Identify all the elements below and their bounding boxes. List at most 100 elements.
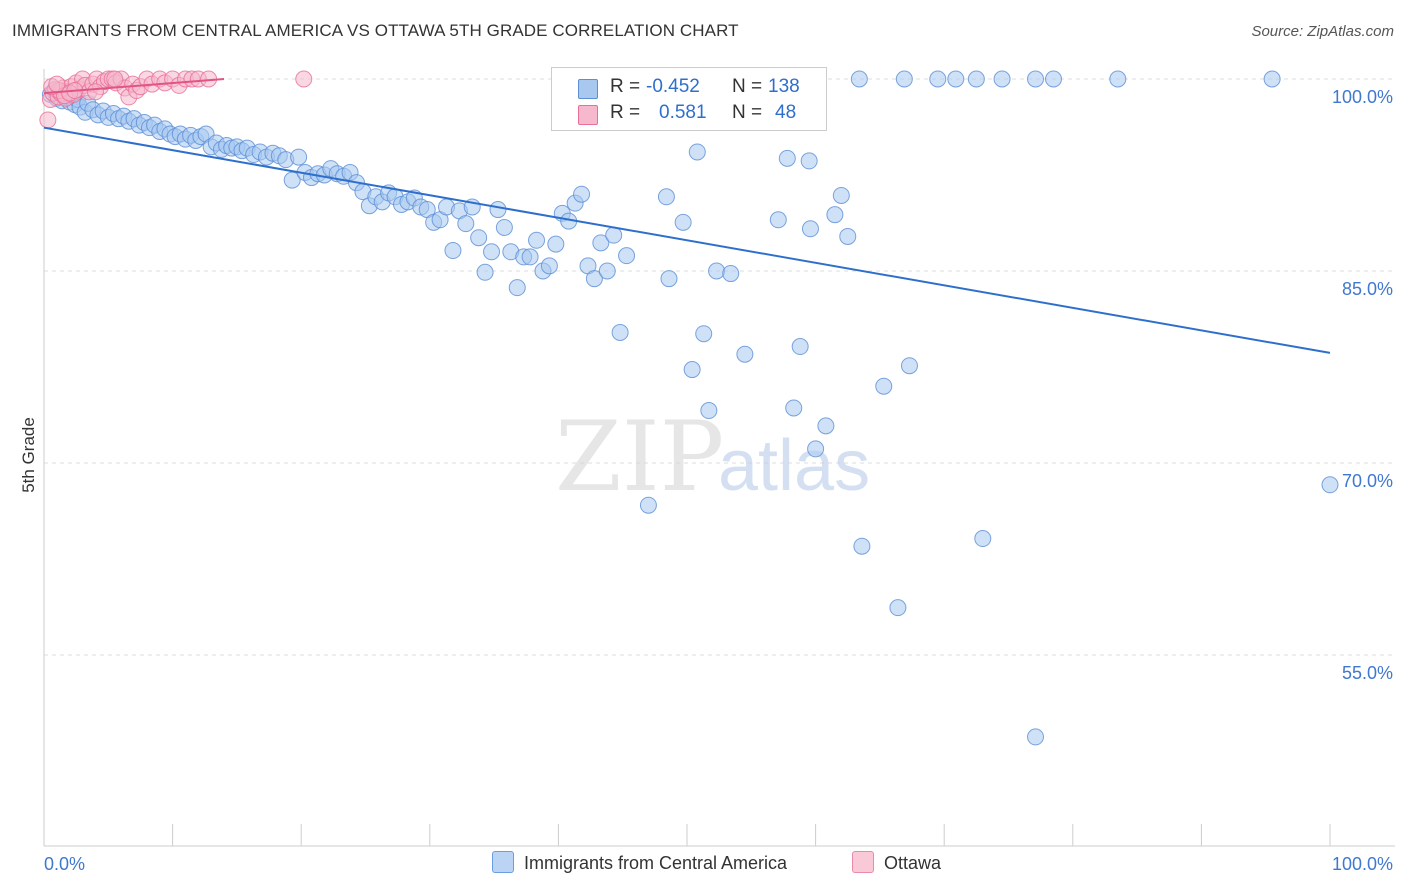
x-tick-label: 0.0% [44, 854, 85, 874]
data-point [947, 70, 965, 88]
data-point [660, 270, 678, 288]
data-point [618, 247, 636, 265]
correlation-legend: R = -0.452 N = 138 R = 0.581 N = 48 [551, 67, 827, 131]
data-point [769, 211, 787, 229]
data-point [585, 270, 603, 288]
data-point [295, 70, 313, 88]
data-point [839, 227, 857, 245]
legend-n-value: 48 [775, 102, 797, 123]
trend-line [43, 126, 1331, 354]
data-point [929, 70, 947, 88]
data-point [657, 188, 675, 206]
data-point [489, 201, 507, 219]
data-point [875, 377, 893, 395]
source-credit: Source: ZipAtlas.com [1251, 23, 1394, 40]
data-point [722, 265, 740, 283]
data-point [476, 263, 494, 281]
data-point [1321, 476, 1339, 494]
watermark: ZIP atlas [555, 401, 870, 513]
data-point [826, 206, 844, 224]
bottom-legend-label-central-america: Immigrants from Central America [524, 853, 788, 873]
data-point [1027, 728, 1045, 746]
data-point [993, 70, 1011, 88]
data-point [895, 70, 913, 88]
x-tick-label: 100.0% [1332, 854, 1393, 874]
data-point [700, 402, 718, 420]
legend-swatch-central-america [578, 79, 598, 99]
data-point [832, 186, 850, 204]
data-point [573, 185, 591, 203]
data-point [106, 70, 124, 88]
data-point [508, 279, 526, 297]
data-point [290, 148, 308, 166]
data-point [86, 83, 104, 101]
data-point [521, 248, 539, 266]
data-point [470, 229, 488, 247]
watermark-zip: ZIP [555, 401, 724, 513]
data-point [605, 226, 623, 244]
data-point [540, 257, 558, 275]
data-point [778, 149, 796, 167]
bottom-legend-swatch-central-america [492, 851, 514, 873]
data-point [853, 537, 871, 555]
data-point [807, 440, 825, 458]
chart-title: IMMIGRANTS FROM CENTRAL AMERICA VS OTTAW… [12, 21, 739, 40]
gridlines [44, 78, 1395, 656]
data-point [785, 399, 803, 417]
y-tick-labels: 100.0% 85.0% 70.0% 55.0% [1332, 87, 1393, 683]
y-tick-label: 55.0% [1342, 663, 1393, 683]
data-point [900, 357, 918, 375]
data-point [817, 417, 835, 435]
y-tick-label: 85.0% [1342, 279, 1393, 299]
data-point [850, 70, 868, 88]
data-point [48, 75, 66, 93]
legend-r-value: -0.452 [646, 76, 700, 97]
data-point [801, 220, 819, 238]
data-point [1109, 70, 1127, 88]
x-tick-labels: 0.0% 100.0% [44, 854, 1393, 874]
legend-n-value: 138 [768, 76, 800, 97]
data-point [736, 345, 754, 363]
data-point [708, 262, 726, 280]
data-point [791, 338, 809, 356]
legend-n-label: N = [732, 76, 763, 97]
data-point [967, 70, 985, 88]
data-point [39, 111, 57, 129]
data-point [974, 530, 992, 548]
data-point [547, 235, 565, 253]
data-point [1045, 70, 1063, 88]
bottom-legend-label-ottawa: Ottawa [884, 853, 942, 873]
data-point [1263, 70, 1281, 88]
series-ottawa-points [39, 70, 313, 129]
data-point [495, 218, 513, 236]
y-axis-label: 5th Grade [19, 417, 38, 493]
legend-r-label: R = [610, 76, 641, 97]
legend-r-label: R = [610, 102, 641, 123]
bottom-legend-ottawa: Ottawa [852, 851, 941, 874]
data-point [483, 243, 501, 261]
data-point [457, 215, 475, 233]
legend-r-value: 0.581 [659, 102, 707, 123]
bottom-legend-central-america: Immigrants from Central America [492, 851, 787, 874]
legend-swatch-ottawa [578, 105, 598, 125]
bottom-legend-swatch-ottawa [852, 851, 874, 873]
data-point [592, 234, 610, 252]
y-tick-label: 70.0% [1342, 471, 1393, 491]
legend-n-label: N = [732, 102, 763, 123]
watermark-atlas: atlas [718, 426, 870, 506]
trend-lines [43, 78, 1331, 354]
data-point [683, 361, 701, 379]
data-point [889, 599, 907, 617]
series-central-america-points [41, 70, 1339, 746]
data-point [674, 213, 692, 231]
data-point [1027, 70, 1045, 88]
trend-line [43, 78, 225, 95]
axes [43, 69, 1395, 847]
data-point [611, 323, 629, 341]
data-point [800, 152, 818, 170]
data-point [598, 262, 616, 280]
data-point [695, 325, 713, 343]
data-point [639, 496, 657, 514]
data-point [688, 143, 706, 161]
